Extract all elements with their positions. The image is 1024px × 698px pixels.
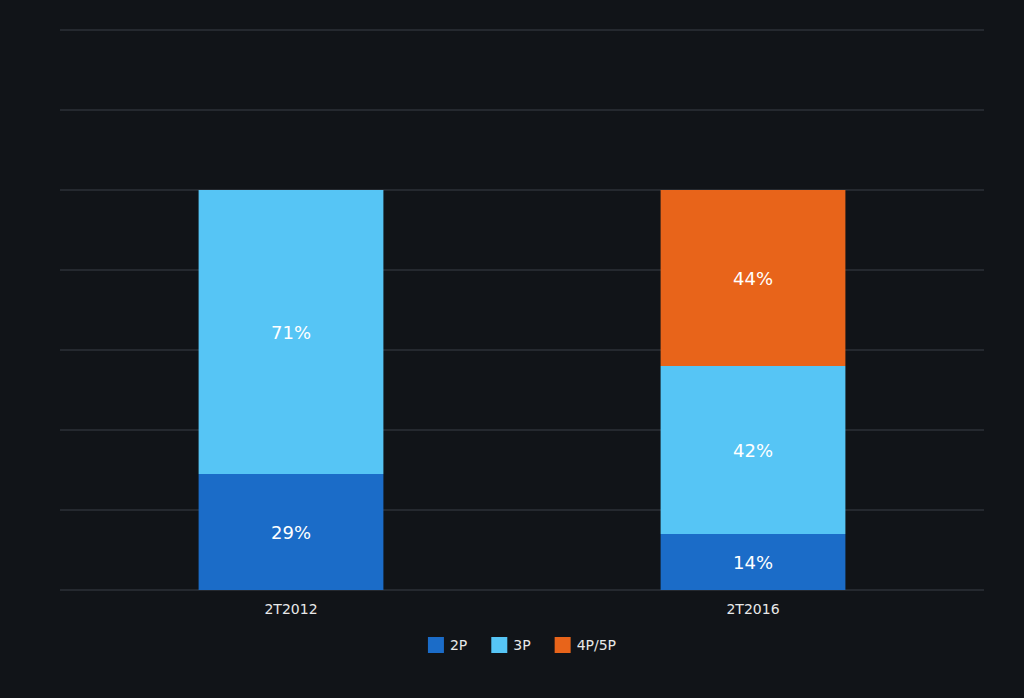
data-label: 14% [733,552,773,573]
legend-label: 2P [450,637,467,653]
legend-swatch [491,637,507,653]
bars [199,190,846,590]
x-tick-label: 2T2012 [264,601,317,617]
x-tick-label: 2T2016 [726,601,779,617]
legend-label: 4P/5P [577,637,616,653]
data-label: 71% [271,322,311,343]
bar-segment [199,190,384,474]
grid [60,30,984,590]
bar-segment [199,190,384,191]
legend-item: 3P [491,637,530,653]
grid-line [60,110,984,111]
data-label: 42% [733,440,773,461]
bar-segment [661,366,846,534]
legend: 2P 3P 4P/5P [428,637,616,653]
chart: 29% 14% 71% 42% 44% 2T2012 2T2016 2P 3P 4P/5P [0,0,1024,698]
legend-item: 4P/5P [555,637,616,653]
legend-swatch [555,637,571,653]
data-labels: 29% 14% 71% 42% 44% [271,268,773,573]
data-label: 44% [733,268,773,289]
bar-segment [199,474,384,590]
bar-segment [661,534,846,590]
data-label: 29% [271,522,311,543]
legend-swatch [428,637,444,653]
x-axis: 2T2012 2T2016 [264,601,779,617]
bar-segment [661,190,846,366]
grid-line [60,30,984,31]
legend-label: 3P [513,637,530,653]
legend-item: 2P [428,637,467,653]
